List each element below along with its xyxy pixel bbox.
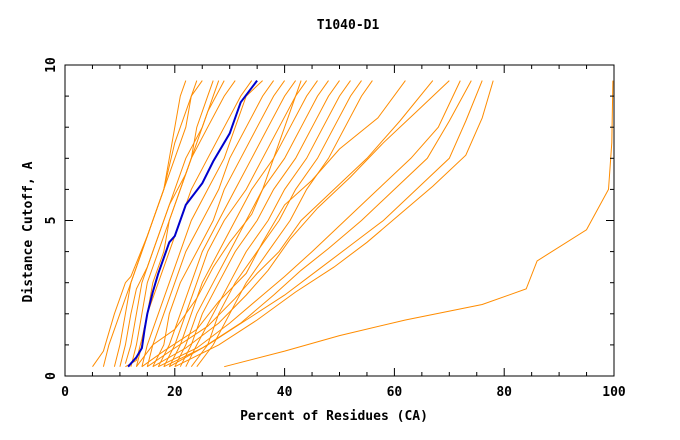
series-line-6 — [146, 80, 275, 367]
y-axis-label: Distance Cutoff, A — [21, 161, 36, 302]
series-line-23 — [152, 80, 450, 368]
series-line-26 — [169, 80, 483, 368]
series-line-28 — [224, 80, 614, 368]
y-tick-label: 0 — [44, 372, 59, 380]
highlight-series-line — [127, 79, 258, 368]
series-line-24 — [158, 80, 461, 368]
x-tick-label: 80 — [496, 385, 512, 400]
series-line-8 — [157, 80, 297, 367]
series-line-22 — [147, 80, 434, 368]
y-tick-label: 5 — [44, 217, 59, 225]
series-line-20 — [136, 80, 302, 368]
series-line-1 — [125, 80, 214, 368]
series-line-7 — [152, 80, 286, 367]
series-line-3 — [130, 80, 236, 367]
series-line-14 — [190, 80, 362, 368]
series-line-9 — [163, 80, 308, 367]
series-line-2 — [124, 80, 220, 364]
series-line-12 — [179, 80, 340, 367]
x-tick-label: 40 — [277, 385, 293, 400]
series-line-19 — [92, 80, 198, 367]
series-line-10 — [168, 80, 318, 367]
series-line-5 — [141, 80, 263, 367]
series-line-16 — [119, 80, 225, 367]
series-line-13 — [185, 80, 351, 367]
series-line-17 — [113, 80, 203, 367]
series-line-21 — [141, 80, 406, 368]
x-tick-label: 20 — [167, 385, 183, 400]
y-tick-label: 10 — [44, 57, 59, 73]
series-line-15 — [196, 80, 373, 368]
plot-lines — [92, 79, 614, 368]
x-tick-label: 60 — [387, 385, 403, 400]
axis-ticks: 0 20 40 60 80 100 0 5 10 — [44, 57, 626, 400]
series-line-4 — [135, 80, 253, 367]
x-tick-label: 0 — [61, 385, 69, 400]
x-axis-label: Percent of Residues (CA) — [240, 409, 428, 424]
chart-title: T1040-D1 — [317, 18, 380, 33]
plot-frame — [64, 64, 615, 377]
x-tick-label: 100 — [602, 385, 626, 400]
series-line-27 — [174, 80, 494, 368]
